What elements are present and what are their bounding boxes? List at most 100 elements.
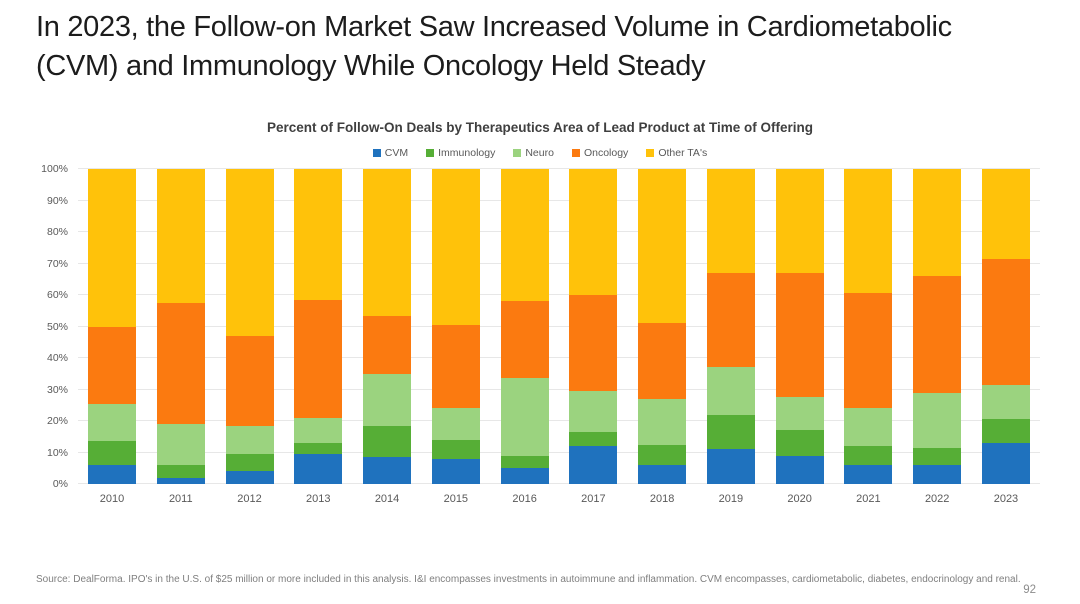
gridline-100 — [78, 168, 1040, 169]
bar-2022 — [913, 169, 962, 484]
gridline-70 — [78, 262, 1040, 264]
bar-2020 — [775, 169, 824, 484]
gridline-0 — [78, 483, 1040, 484]
bar-2011 — [156, 169, 205, 484]
bar-2013-segment-cvm — [294, 454, 343, 484]
page-number: 92 — [1023, 584, 1036, 596]
bar-2018-segment-neuro — [638, 398, 687, 445]
bar-2015 — [431, 169, 480, 484]
x-tick-2021: 2021 — [856, 493, 881, 505]
bar-2019-segment-cvm — [706, 449, 755, 484]
bar-2013 — [294, 169, 343, 484]
bar-2010-segment-cvm — [88, 465, 136, 484]
legend-item-other-ta-s: Other TA's — [646, 147, 707, 159]
bar-2010-segment-oncology — [88, 326, 136, 404]
legend-label-immunology: Immunology — [438, 147, 496, 159]
bar-2021 — [844, 169, 893, 484]
bar-2011-segment-cvm — [156, 477, 205, 484]
x-tick-2019: 2019 — [718, 493, 744, 505]
stacked-bar-chart: Percent of Follow-On Deals by Therapeuti… — [0, 112, 1080, 517]
slide-title: In 2023, the Follow-on Market Saw Increa… — [36, 11, 952, 82]
bar-2014-segment-other-ta-s — [363, 169, 412, 316]
legend-label-neuro: Neuro — [525, 147, 554, 159]
chart-title: Percent of Follow-On Deals by Therapeuti… — [266, 120, 814, 135]
bar-2018-segment-immunology — [638, 444, 687, 466]
x-tick-2012: 2012 — [237, 493, 262, 505]
bar-2018-segment-oncology — [638, 323, 687, 399]
gridline-90 — [78, 199, 1040, 201]
bar-2021-segment-cvm — [844, 465, 893, 484]
bar-2019-segment-oncology — [706, 272, 755, 368]
bar-2023-segment-immunology — [981, 419, 1030, 444]
chart-legend: CVM Immunology Neuro Oncology Other TA's — [0, 145, 1080, 169]
bar-2014-segment-neuro — [363, 373, 412, 426]
bar-2012-segment-other-ta-s — [225, 169, 274, 336]
y-tick-100: 100% — [41, 163, 68, 175]
bar-2017-segment-cvm — [569, 446, 618, 484]
bar-2014-segment-immunology — [363, 425, 412, 458]
bar-2020-segment-oncology — [775, 272, 824, 398]
bar-2017-segment-oncology — [569, 295, 618, 392]
gridline-50 — [78, 325, 1040, 327]
bar-2013-segment-neuro — [294, 417, 343, 444]
y-tick-30: 30% — [46, 383, 68, 396]
legend-item-neuro: Neuro — [513, 147, 554, 159]
legend-swatch-cvm — [372, 149, 381, 157]
bar-2018-segment-other-ta-s — [638, 169, 687, 324]
legend-label-cvm: CVM — [384, 147, 409, 159]
bar-2016-segment-other-ta-s — [500, 169, 549, 302]
bar-2015-segment-immunology — [431, 439, 480, 459]
y-tick-80: 80% — [46, 226, 68, 238]
x-tick-2017: 2017 — [581, 493, 606, 505]
x-tick-2022: 2022 — [924, 493, 950, 505]
gridline-30 — [78, 388, 1040, 390]
bar-2022-segment-other-ta-s — [913, 169, 962, 277]
y-axis-labels: 0% 10% 20% 30% 40% 50% 60% 70% 80% 90% 100% — [0, 163, 68, 490]
bar-2020-segment-neuro — [775, 397, 824, 431]
legend-item-immunology: Immunology — [426, 147, 495, 159]
bar-2012-segment-immunology — [225, 454, 274, 472]
bar-2020-segment-cvm — [775, 455, 824, 484]
legend-item-oncology: Oncology — [571, 147, 629, 159]
bar-2011-segment-neuro — [156, 424, 205, 466]
bar-2021-segment-immunology — [844, 446, 893, 466]
y-tick-50: 50% — [46, 320, 68, 333]
gridline-40 — [78, 357, 1040, 358]
bar-2022-segment-cvm — [913, 465, 962, 484]
x-tick-2023: 2023 — [993, 493, 1019, 505]
y-tick-20: 20% — [46, 415, 68, 427]
bar-2019-segment-other-ta-s — [706, 169, 755, 273]
bar-2016-segment-immunology — [500, 455, 549, 469]
bar-2017-segment-immunology — [569, 432, 618, 447]
bar-2012-segment-cvm — [225, 471, 274, 484]
y-tick-0: 0% — [52, 478, 68, 490]
bar-2021-segment-oncology — [844, 293, 893, 409]
y-tick-60: 60% — [46, 289, 68, 301]
x-tick-2016: 2016 — [512, 493, 537, 505]
legend-swatch-other-ta-s — [646, 149, 655, 157]
bar-2010-segment-neuro — [88, 403, 136, 442]
legend-swatch-oncology — [571, 149, 580, 157]
y-tick-40: 40% — [46, 352, 68, 364]
bar-2021-segment-other-ta-s — [844, 169, 893, 294]
bar-2016 — [500, 169, 549, 484]
legend-label-oncology: Oncology — [583, 147, 629, 159]
bar-2017-segment-other-ta-s — [569, 169, 618, 296]
bar-2022-segment-neuro — [913, 392, 962, 448]
plot-wrap: 0% 10% 20% 30% 40% 50% 60% 70% 80% 90% 100% 2010 20… — [0, 163, 1080, 517]
x-tick-2018: 2018 — [649, 493, 675, 505]
legend-item-cvm: CVM — [372, 147, 409, 159]
bar-2012-segment-neuro — [225, 425, 274, 455]
bar-2013-segment-immunology — [294, 443, 343, 455]
bar-2014 — [363, 169, 412, 484]
source-note: Source: DealForma. IPO's in the U.S. of … — [36, 573, 1021, 585]
bar-2015-segment-neuro — [431, 408, 480, 440]
bar-2016-segment-cvm — [500, 468, 549, 484]
y-tick-70: 70% — [46, 257, 68, 270]
x-tick-2013: 2013 — [306, 493, 331, 505]
gridline-20 — [78, 420, 1040, 421]
x-tick-2020: 2020 — [787, 493, 812, 505]
bar-2023-segment-other-ta-s — [981, 169, 1030, 259]
bar-2020-segment-other-ta-s — [775, 169, 824, 273]
